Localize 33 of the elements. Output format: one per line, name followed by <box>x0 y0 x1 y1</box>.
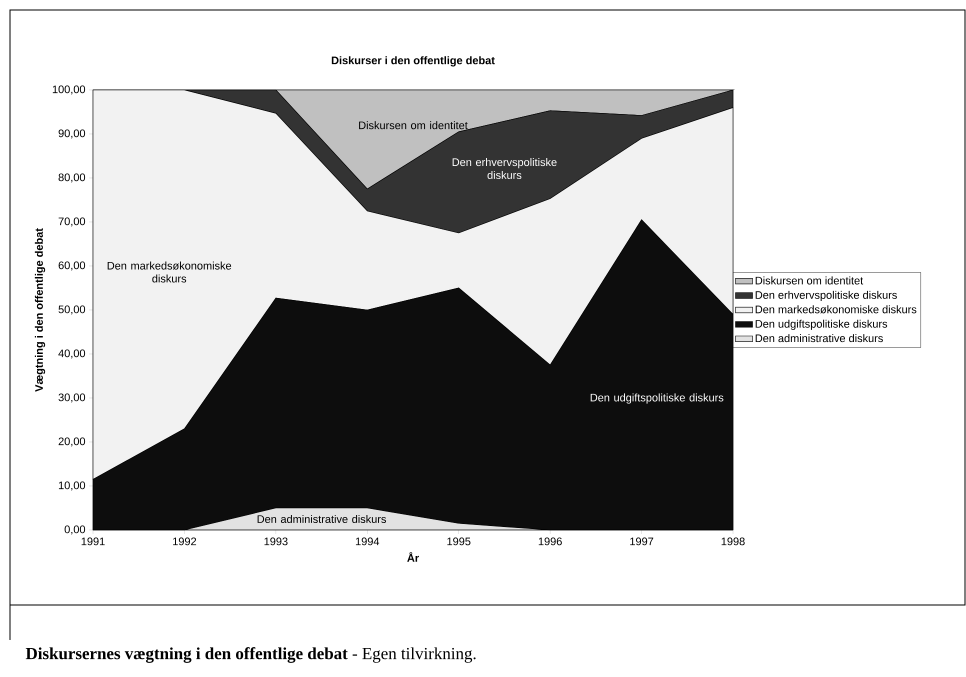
x-tick-label: 1998 <box>722 538 745 546</box>
y-tick-label: 20,00 <box>58 437 86 447</box>
y-tick-label: 80,00 <box>58 173 86 183</box>
y-tick-label: 40,00 <box>58 349 86 359</box>
chart-title: Diskurser i den offentlige debat <box>332 56 495 66</box>
y-tick-label: 30,00 <box>58 393 86 403</box>
legend-label: Diskursen om identitet <box>756 276 864 284</box>
y-tick-label: 70,00 <box>58 217 86 227</box>
x-tick-label: 1994 <box>356 538 380 546</box>
text: Den erhvervspolitiske diskurs <box>452 158 557 180</box>
x-tick-label: 1997 <box>630 538 654 546</box>
y-tick-label: 100,00 <box>52 85 86 95</box>
text: Den markedsøkonomiske diskurs <box>108 262 232 283</box>
y-tick-label: 10,00 <box>58 481 86 491</box>
x-tick-label: 1992 <box>173 538 196 546</box>
x-tick-label: 1993 <box>264 538 288 546</box>
legend-label: Den administrative diskurs <box>756 334 883 342</box>
legend-label: Den udgiftspolitiske diskurs <box>756 320 888 330</box>
y-tick-label: 50,00 <box>58 305 86 315</box>
legend-label: Den erhvervspolitiske diskurs <box>756 290 897 302</box>
text: Den administrative diskurs <box>258 514 386 524</box>
x-tick-label: 1996 <box>538 538 562 546</box>
text: Den udgiftspolitiske diskurs <box>590 393 724 404</box>
x-tick-label: 1991 <box>82 538 105 546</box>
x-tick-label: 1995 <box>447 538 470 546</box>
y-tick-label: 0,00 <box>64 525 86 535</box>
y-axis-title: Vægtning i den offentlige debat <box>34 228 46 392</box>
y-tick-label: 90,00 <box>58 129 86 139</box>
text: Diskursernes vægtning i den offentlige debat - Egen tilvirkning. <box>26 647 476 663</box>
text: Diskursen om identitet <box>359 121 468 130</box>
x-axis-title: År <box>407 552 419 562</box>
y-tick-label: 60,00 <box>58 261 86 271</box>
legend-label: Den markedsøkonomiske diskurs <box>756 305 916 314</box>
